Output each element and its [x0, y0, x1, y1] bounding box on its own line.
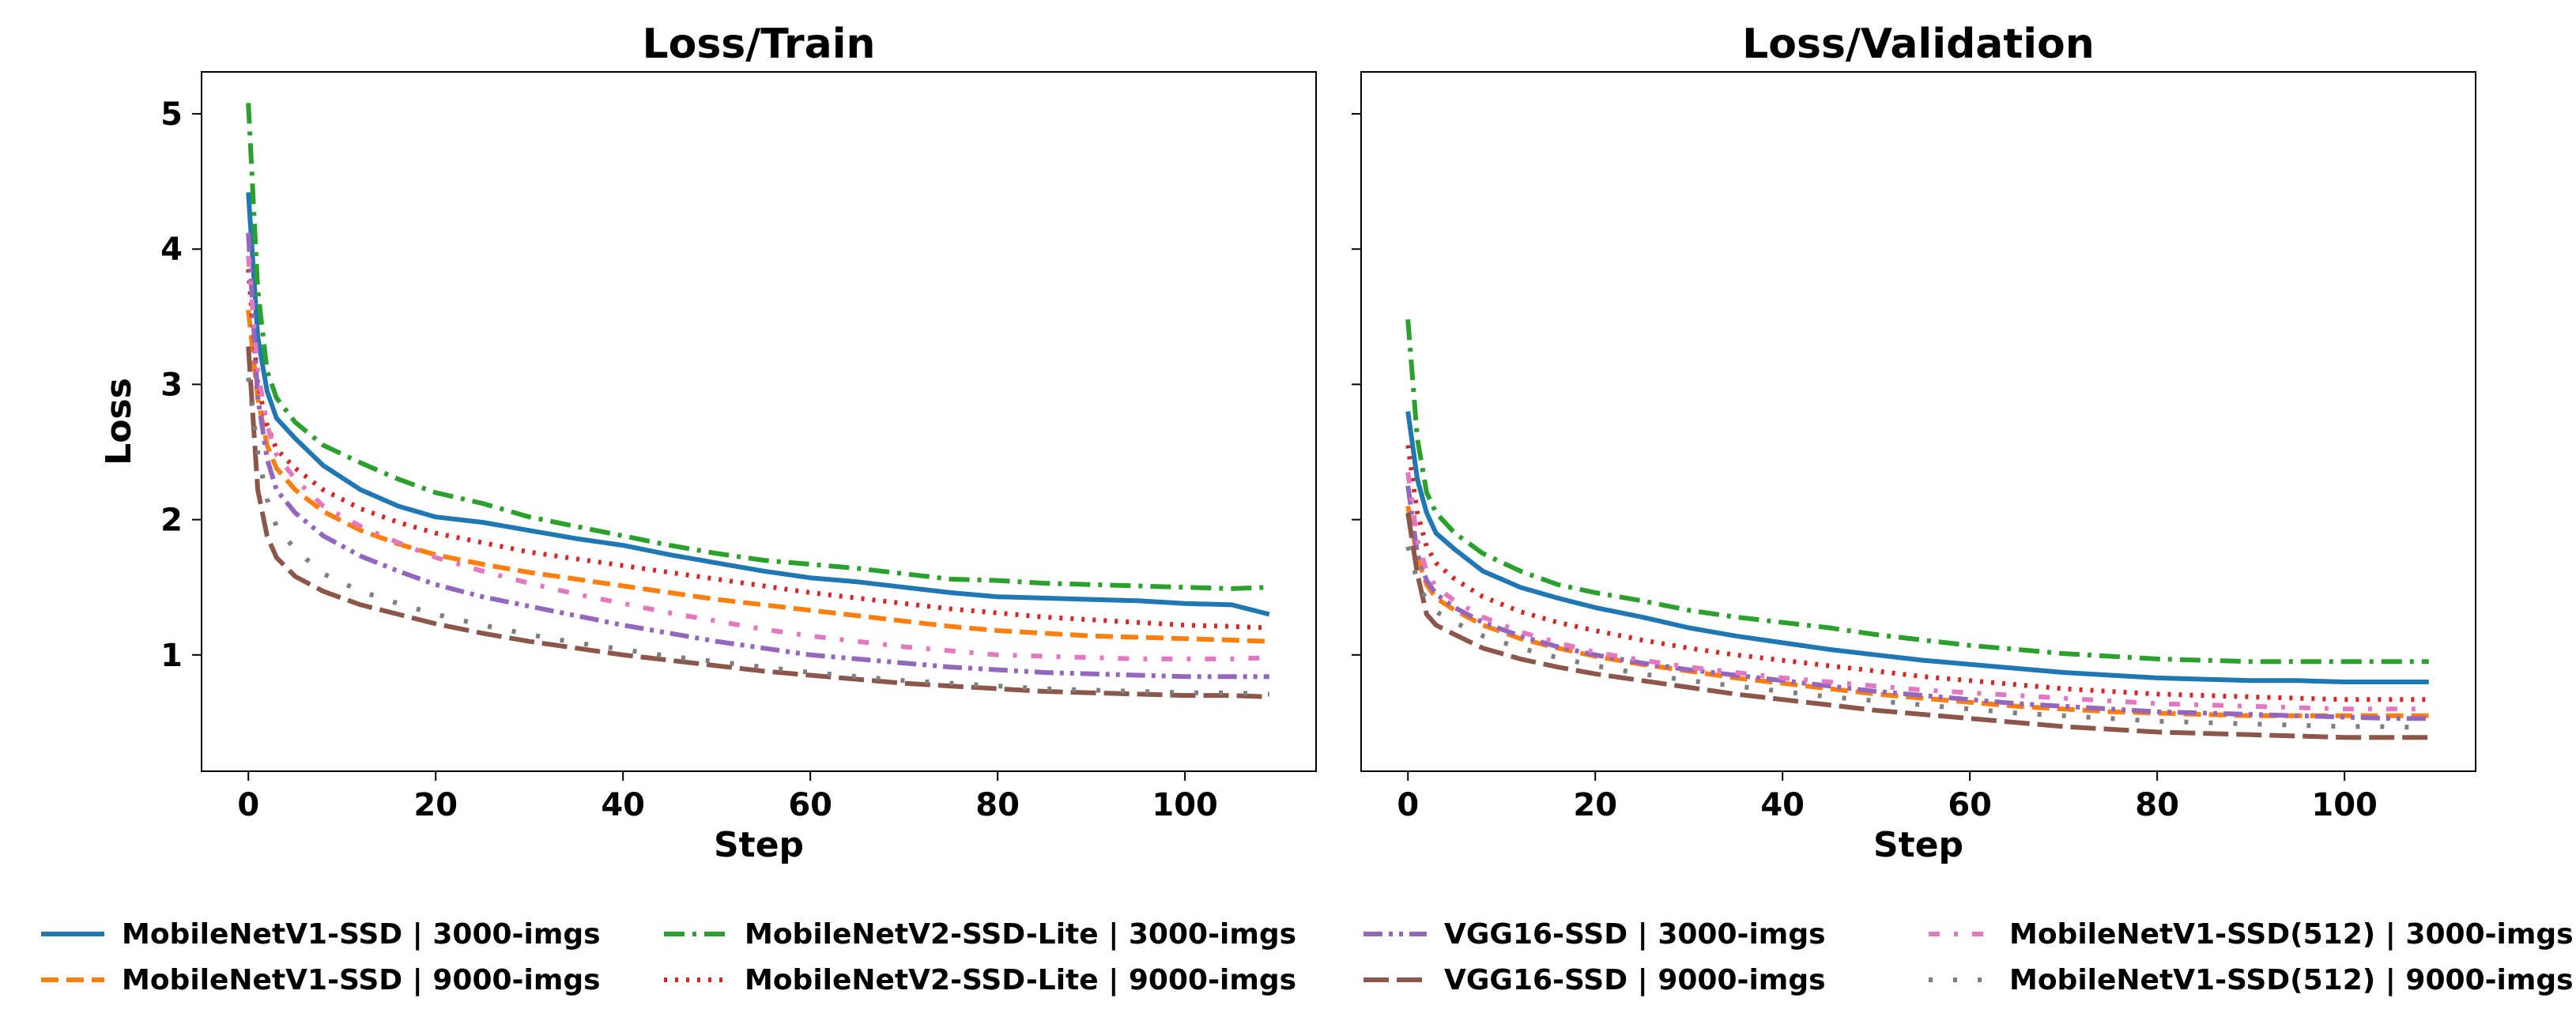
- chart-title: Loss/Train: [642, 21, 875, 68]
- legend-entry: MobileNetV1-SSD | 3000-imgs: [122, 918, 601, 951]
- series-line-mobilenetv2-ssd-lite-3000-imgs: [1405, 319, 2429, 665]
- legend-entry: MobileNetV2-SSD-Lite | 3000-imgs: [745, 918, 1296, 951]
- series-line-mobilenetv2-ssd-lite-3000-imgs: [246, 103, 1269, 591]
- x-tick-label: 100: [1152, 787, 1218, 823]
- x-tick-label: 80: [2135, 787, 2179, 823]
- legend-entry: VGG16-SSD | 9000-imgs: [1444, 964, 1826, 996]
- y-tick-label: 5: [160, 96, 183, 133]
- legend: MobileNetV1-SSD | 3000-imgs MobileNetV1-S…: [41, 918, 2574, 996]
- series-line-mobilenetv1-ssd-9000-imgs: [246, 309, 1269, 644]
- series-line-vgg16-ssd-3000-imgs: [1405, 485, 2429, 721]
- x-tick-label: 60: [788, 787, 832, 823]
- series-line-mobilenetv1-ssd-512-3000-imgs: [1405, 472, 2429, 712]
- legend-entry: MobileNetV1-SSD(512) | 9000-imgs: [2009, 964, 2574, 996]
- x-tick-label: 20: [1573, 787, 1617, 823]
- x-axis-label: Step: [714, 825, 804, 865]
- chart-title: Loss/Validation: [1742, 21, 2095, 68]
- legend-entry: MobileNetV1-SSD(512) | 3000-imgs: [2009, 918, 2574, 951]
- x-tick-label: 40: [1760, 787, 1805, 823]
- x-tick-label: 0: [1397, 787, 1419, 823]
- series-line-vgg16-ssd-9000-imgs: [1405, 512, 2429, 740]
- x-tick-label: 60: [1948, 787, 1992, 823]
- series-line-mobilenetv2-ssd-lite-9000-imgs: [246, 269, 1269, 631]
- y-tick-label: 1: [160, 638, 183, 674]
- x-axis-label: Step: [1873, 825, 1963, 865]
- y-tick-label: 2: [160, 503, 183, 539]
- x-tick-label: 100: [2311, 787, 2378, 823]
- series-line-mobilenetv1-ssd-3000-imgs: [246, 192, 1270, 617]
- x-tick-label: 0: [237, 787, 259, 823]
- legend-entry: MobileNetV2-SSD-Lite | 9000-imgs: [745, 964, 1296, 996]
- series-line-vgg16-ssd-9000-imgs: [246, 346, 1269, 699]
- y-tick-label: 3: [160, 367, 183, 403]
- y-axis-label: Loss: [99, 378, 139, 465]
- validation-loss-panel: Loss/Validation Step 0 20 40 60 80 100: [1352, 21, 2476, 865]
- train-loss-panel: Loss/Train Step Loss 0 20 40 60 80 100 1 2 3 4 5: [99, 21, 1317, 865]
- series-line-vgg16-ssd-3000-imgs: [246, 232, 1269, 680]
- plot-area: [1360, 71, 2476, 772]
- y-tick-label: 4: [160, 232, 183, 268]
- x-tick-label: 40: [601, 787, 645, 823]
- series-line-mobilenetv1-ssd-3000-imgs: [1405, 411, 2429, 684]
- series-line-mobilenetv2-ssd-lite-9000-imgs: [1405, 445, 2429, 702]
- series-line-mobilenetv1-ssd-512-9000-imgs: [246, 377, 1269, 697]
- series-line-mobilenetv1-ssd-512-9000-imgs: [1405, 545, 2429, 731]
- legend-entry: VGG16-SSD | 3000-imgs: [1444, 918, 1826, 951]
- series-line-mobilenetv1-ssd-512-3000-imgs: [246, 255, 1269, 661]
- plot-area: [201, 71, 1317, 772]
- x-tick-label: 20: [413, 787, 458, 823]
- x-tick-label: 80: [975, 787, 1020, 823]
- legend-entry: MobileNetV1-SSD | 9000-imgs: [122, 964, 601, 996]
